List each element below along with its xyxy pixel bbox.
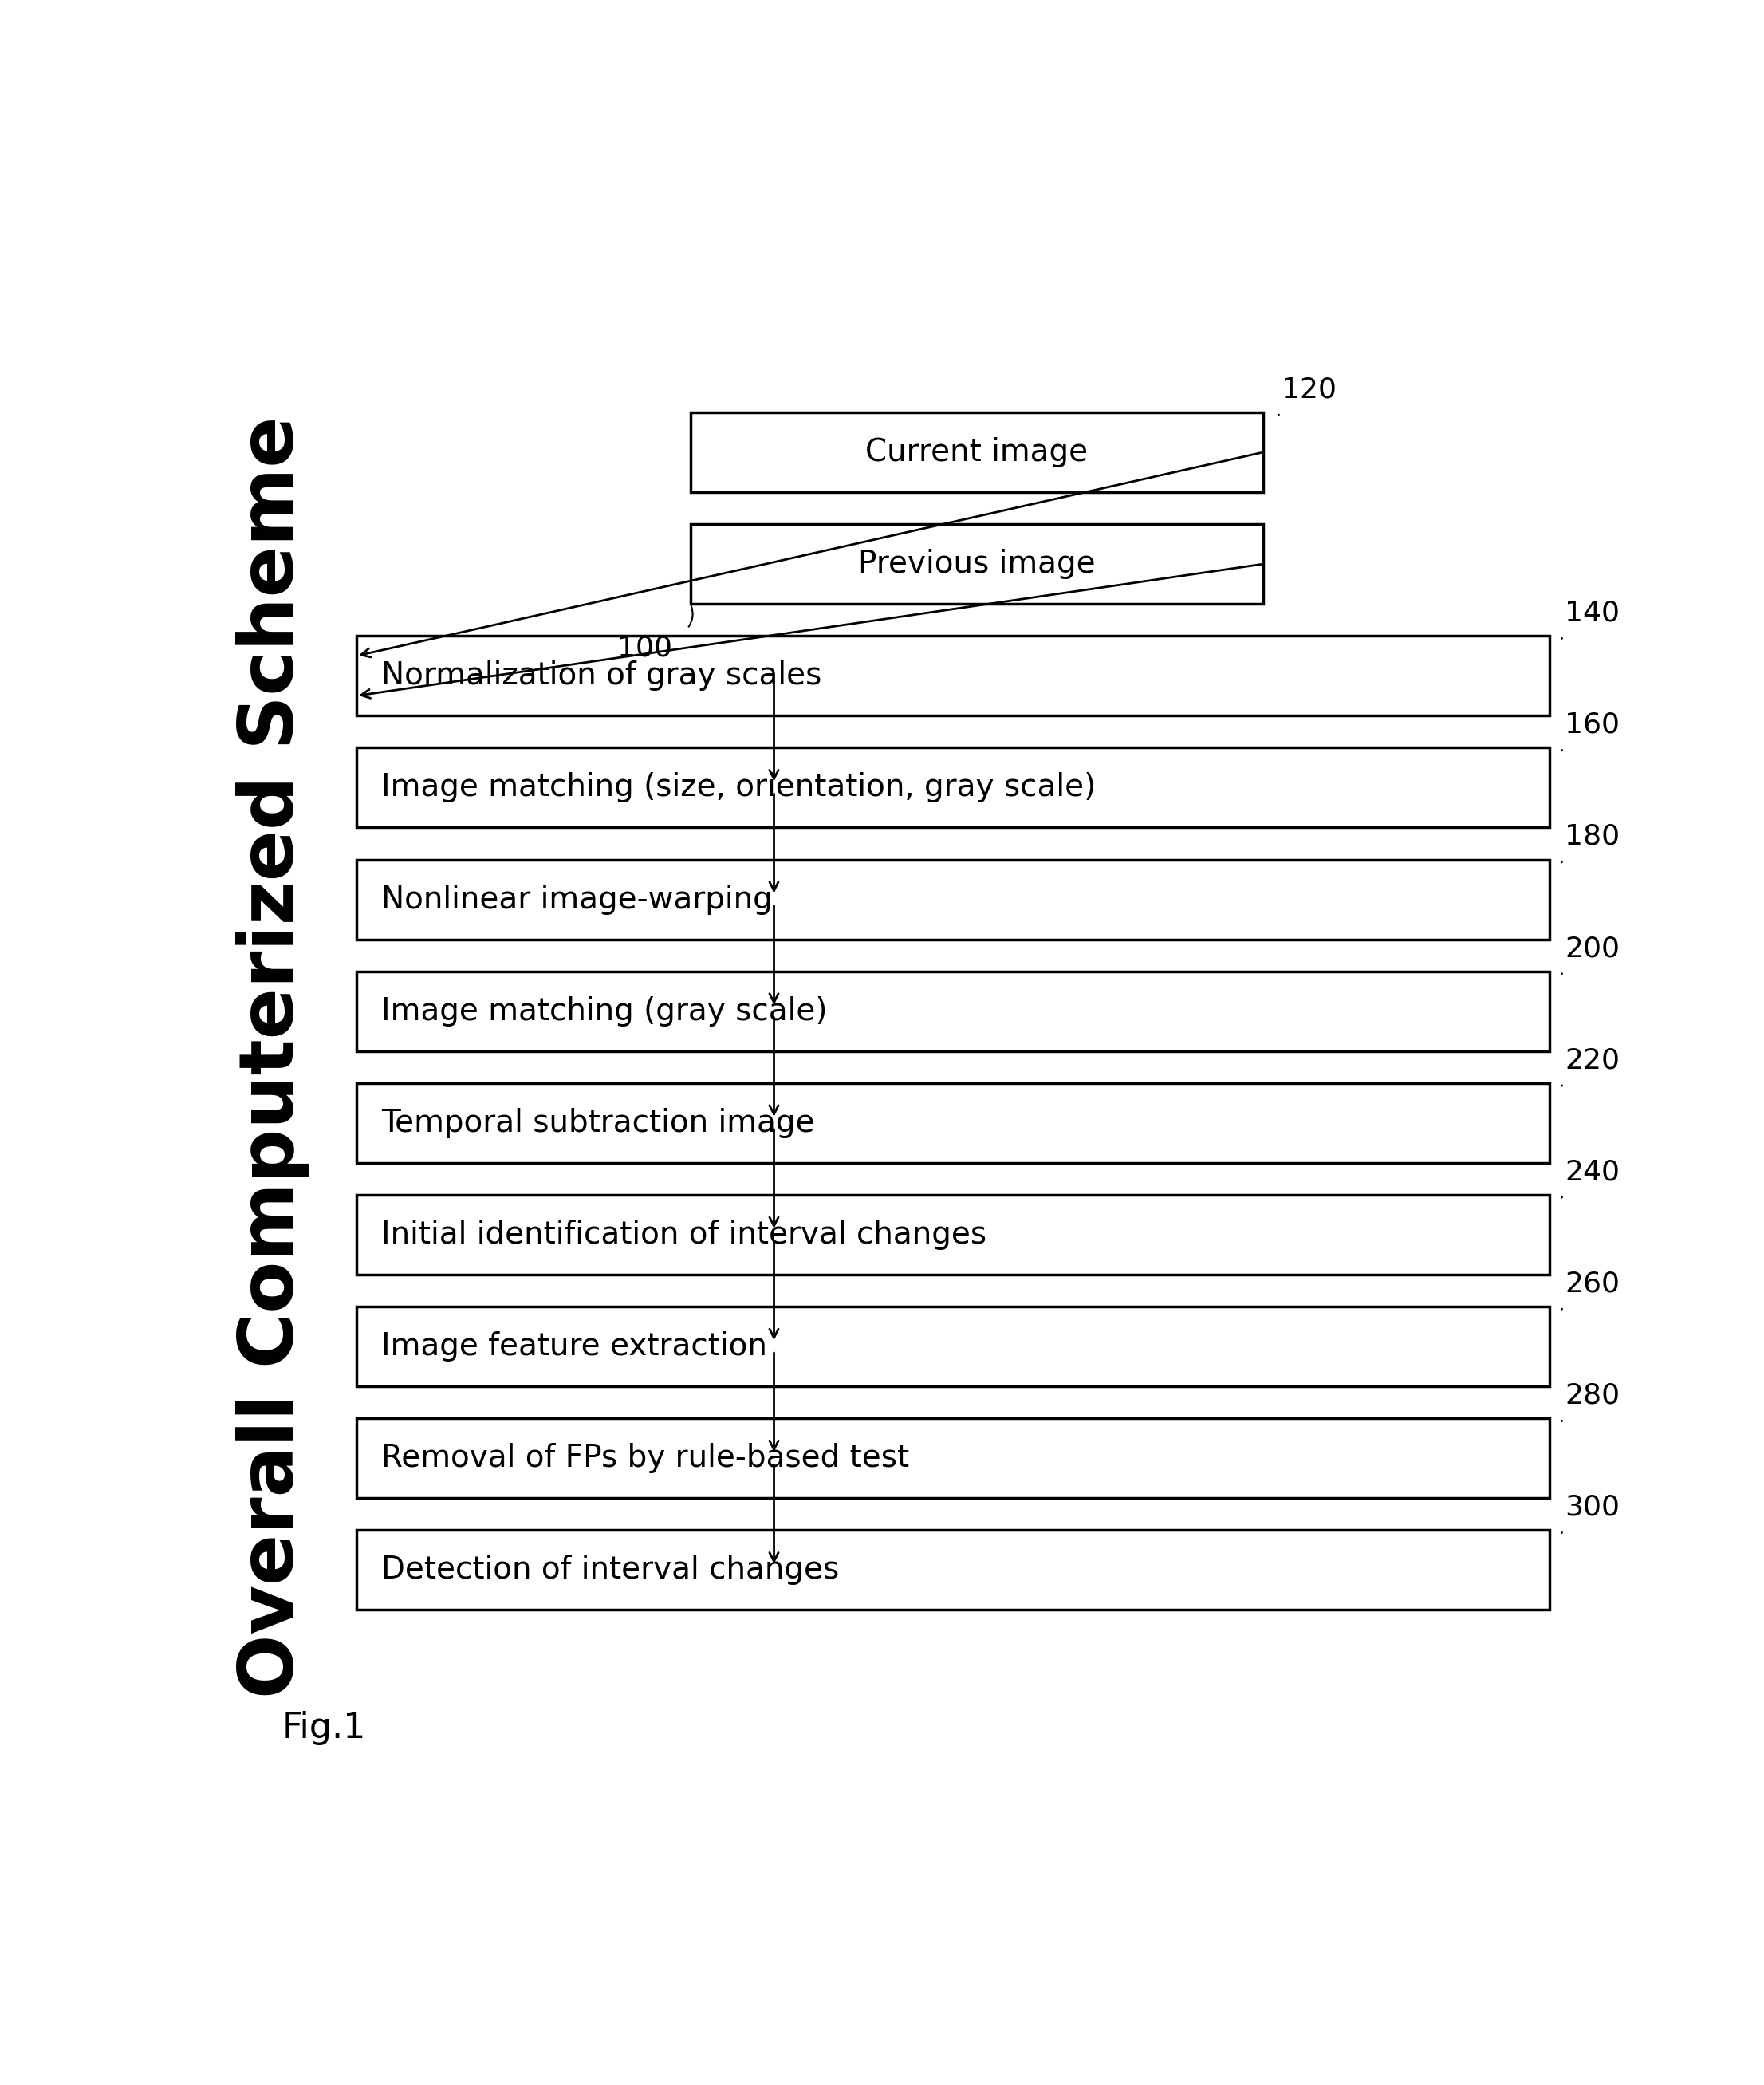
Text: Current image: Current image	[866, 438, 1088, 467]
Text: Initial identification of interval changes: Initial identification of interval chang…	[381, 1220, 986, 1249]
Bar	[356, 1307, 1549, 1387]
Bar	[690, 413, 1263, 492]
Bar	[356, 1195, 1549, 1274]
Text: 280: 280	[1565, 1382, 1619, 1409]
Text: Image feature extraction: Image feature extraction	[381, 1332, 767, 1362]
Text: 220: 220	[1565, 1047, 1619, 1074]
Text: 300: 300	[1565, 1493, 1619, 1520]
Bar	[356, 972, 1549, 1051]
Text: Detection of interval changes: Detection of interval changes	[381, 1555, 840, 1585]
Text: Image matching (size, orientation, gray scale): Image matching (size, orientation, gray …	[381, 771, 1095, 803]
Text: 260: 260	[1565, 1270, 1619, 1297]
Text: Removal of FPs by rule-based test: Removal of FPs by rule-based test	[381, 1443, 908, 1474]
Text: 180: 180	[1565, 824, 1619, 851]
Text: 200: 200	[1565, 934, 1619, 961]
Bar	[356, 1418, 1549, 1499]
Bar	[356, 1082, 1549, 1163]
Bar	[356, 1530, 1549, 1610]
Bar	[356, 636, 1549, 715]
Text: 160: 160	[1565, 711, 1619, 738]
Text: Normalization of gray scales: Normalization of gray scales	[381, 661, 822, 690]
Bar	[356, 859, 1549, 940]
Text: Overall Computerized Scheme: Overall Computerized Scheme	[236, 417, 310, 1699]
Text: Nonlinear image-warping: Nonlinear image-warping	[381, 884, 773, 915]
Text: 100: 100	[617, 634, 672, 661]
Bar	[690, 523, 1263, 605]
Bar	[356, 749, 1549, 828]
Text: 140: 140	[1565, 600, 1619, 628]
Text: Previous image: Previous image	[857, 548, 1095, 580]
Text: Temporal subtraction image: Temporal subtraction image	[381, 1107, 815, 1138]
Text: 240: 240	[1565, 1159, 1619, 1186]
Text: 120: 120	[1282, 375, 1337, 402]
Text: Fig.1: Fig.1	[282, 1712, 367, 1745]
Text: Image matching (gray scale): Image matching (gray scale)	[381, 997, 827, 1026]
